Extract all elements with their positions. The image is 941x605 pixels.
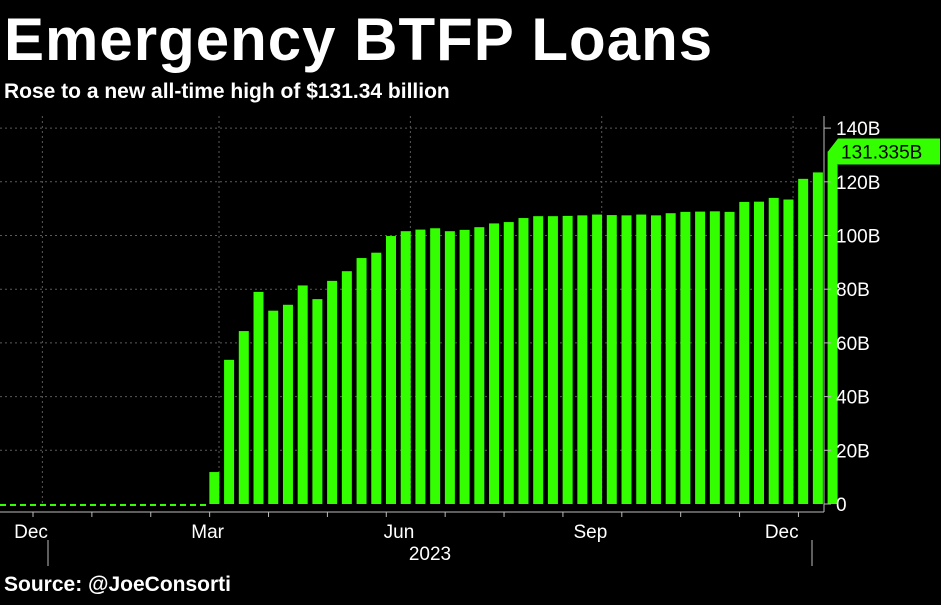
- bar: [827, 151, 838, 504]
- bar: [386, 236, 396, 505]
- bar: [297, 285, 308, 504]
- y-tick-label: 80B: [836, 280, 870, 301]
- x-tick-label: Jun: [384, 522, 415, 543]
- bar: [592, 214, 603, 504]
- y-tick-label: 0: [836, 495, 847, 516]
- bar: [798, 178, 809, 504]
- bar: [650, 215, 661, 505]
- bar: [754, 201, 764, 504]
- bar: [812, 172, 823, 504]
- x-tick-label: Mar: [191, 522, 224, 543]
- bar: [224, 359, 235, 504]
- bar: [371, 252, 382, 504]
- y-tick-label: 60B: [836, 334, 870, 355]
- bar: [533, 216, 544, 504]
- bar: [312, 299, 323, 504]
- year-label: 2023: [409, 544, 451, 565]
- bar: [327, 280, 338, 504]
- y-tick-label: 40B: [836, 388, 870, 409]
- bar: [341, 271, 352, 504]
- bar: [282, 304, 293, 504]
- y-tick-label: 20B: [836, 441, 870, 462]
- bar: [562, 215, 573, 504]
- bar: [518, 218, 529, 505]
- last-value-callout: [828, 138, 940, 165]
- bar: [695, 211, 706, 504]
- bar: [606, 215, 617, 504]
- bar: [430, 228, 441, 505]
- y-tick-label: 100B: [836, 227, 880, 248]
- x-tick-label: Dec: [765, 522, 799, 543]
- bar: [665, 213, 676, 505]
- bar: [253, 291, 264, 504]
- bar: [783, 199, 794, 504]
- bar: [680, 211, 691, 504]
- x-tick-label: Dec: [14, 522, 48, 543]
- chart-subtitle: Rose to a new all-time high of $131.34 b…: [4, 80, 450, 103]
- bar: [636, 214, 647, 504]
- y-tick-label: 140B: [836, 119, 880, 140]
- x-tick-label: Sep: [573, 522, 607, 543]
- bar: [444, 231, 455, 505]
- last-value-label: 131.335B: [841, 142, 922, 163]
- bar: [547, 216, 558, 504]
- y-tick-label: 120B: [836, 173, 880, 194]
- bar: [268, 310, 279, 504]
- bar: [356, 258, 367, 504]
- bar: [709, 211, 720, 504]
- bar: [474, 227, 485, 504]
- bar: [739, 201, 750, 504]
- bar: [238, 331, 249, 504]
- bar: [577, 215, 588, 505]
- bar: [503, 222, 514, 504]
- bar: [400, 231, 411, 505]
- bar: [489, 223, 500, 505]
- chart-title: Emergency BTFP Loans: [4, 6, 714, 73]
- bar: [415, 229, 426, 504]
- bar: [209, 472, 220, 504]
- bar: [459, 229, 470, 504]
- bar: [621, 215, 632, 505]
- bar: [724, 211, 735, 504]
- source-credit: Source: @JoeConsorti: [4, 573, 232, 596]
- bar: [768, 197, 779, 504]
